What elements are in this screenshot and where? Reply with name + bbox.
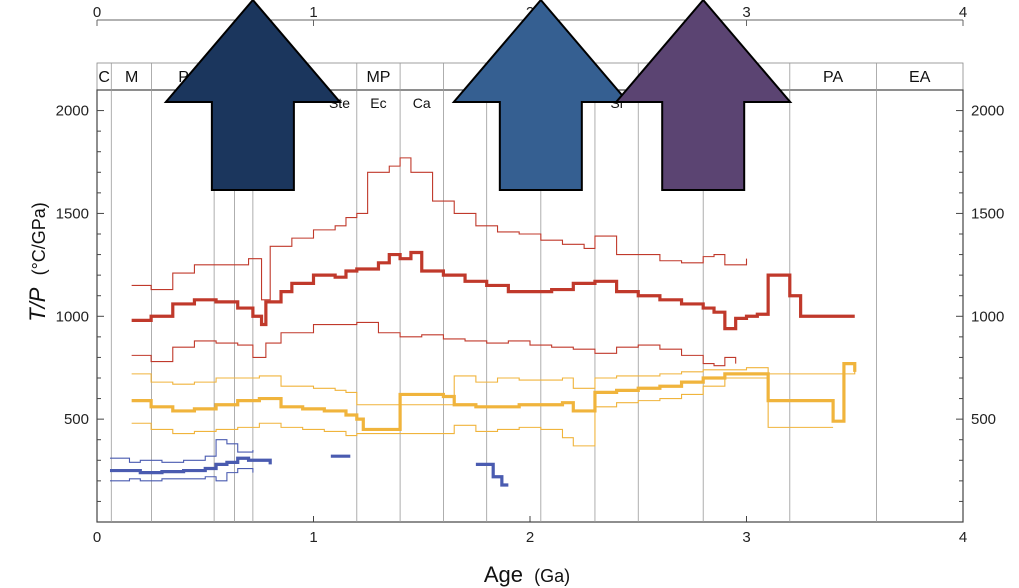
- era-label: C: [98, 69, 110, 86]
- series-line-6: [109, 456, 272, 475]
- series-line-1: [131, 157, 748, 301]
- axes: 0 1 2 3 4 500 500 1000 1000 1500 1500 2000 2000: [56, 103, 1005, 546]
- x-tick-label: 4: [959, 529, 967, 546]
- series-line-10: [475, 462, 509, 487]
- x-tick-label: 3: [742, 529, 750, 546]
- period-label: Ec: [370, 95, 386, 111]
- y-tick-label-right: 1000: [971, 308, 1004, 325]
- series-layer: [109, 157, 857, 487]
- y-axis-title: T/P (°C/GPa): [25, 202, 50, 322]
- era-label: P: [178, 69, 189, 86]
- series-line-8: [109, 467, 254, 482]
- up-arrow-icon-1: [163, 0, 343, 191]
- y-axis-title-unit: (°C/GPa): [29, 202, 49, 275]
- top-tick-label: 4: [959, 4, 967, 21]
- top-tick-label: 0: [93, 4, 101, 21]
- x-axis-title-main: Age: [484, 562, 523, 587]
- x-axis-title: Age (Ga): [484, 562, 570, 587]
- y-tick-label-left: 1500: [56, 205, 89, 222]
- x-tick-label: 0: [93, 529, 101, 546]
- x-tick-label: 1: [309, 529, 317, 546]
- series-line-4: [131, 367, 856, 406]
- period-label: Ca: [413, 95, 431, 111]
- series-line-3: [131, 362, 857, 432]
- series-line-7: [109, 439, 254, 463]
- era-label: EA: [909, 69, 931, 86]
- series-line-0: [131, 250, 855, 331]
- x-tick-label: 2: [526, 529, 534, 546]
- series-line-5: [131, 377, 834, 447]
- up-arrow-icon-2: [451, 0, 630, 191]
- up-arrow-icon-3: [614, 0, 793, 191]
- era-label: M: [125, 69, 138, 86]
- x-axis-title-unit: (Ga): [534, 566, 570, 586]
- y-axis-title-main: T/P: [25, 287, 50, 322]
- y-tick-label-right: 1500: [971, 205, 1004, 222]
- y-tick-label-right: 2000: [971, 103, 1004, 120]
- top-tick-label: 1: [309, 4, 317, 21]
- y-tick-label-left: 1000: [56, 308, 89, 325]
- y-tick-label-left: 2000: [56, 103, 89, 120]
- top-tick-label: 3: [742, 4, 750, 21]
- arrows-layer: [163, 0, 793, 191]
- era-label: MP: [366, 69, 390, 86]
- series-line-2: [131, 321, 737, 367]
- y-tick-label-right: 500: [971, 411, 996, 428]
- era-label: PA: [823, 69, 843, 86]
- y-tick-label-left: 500: [64, 411, 89, 428]
